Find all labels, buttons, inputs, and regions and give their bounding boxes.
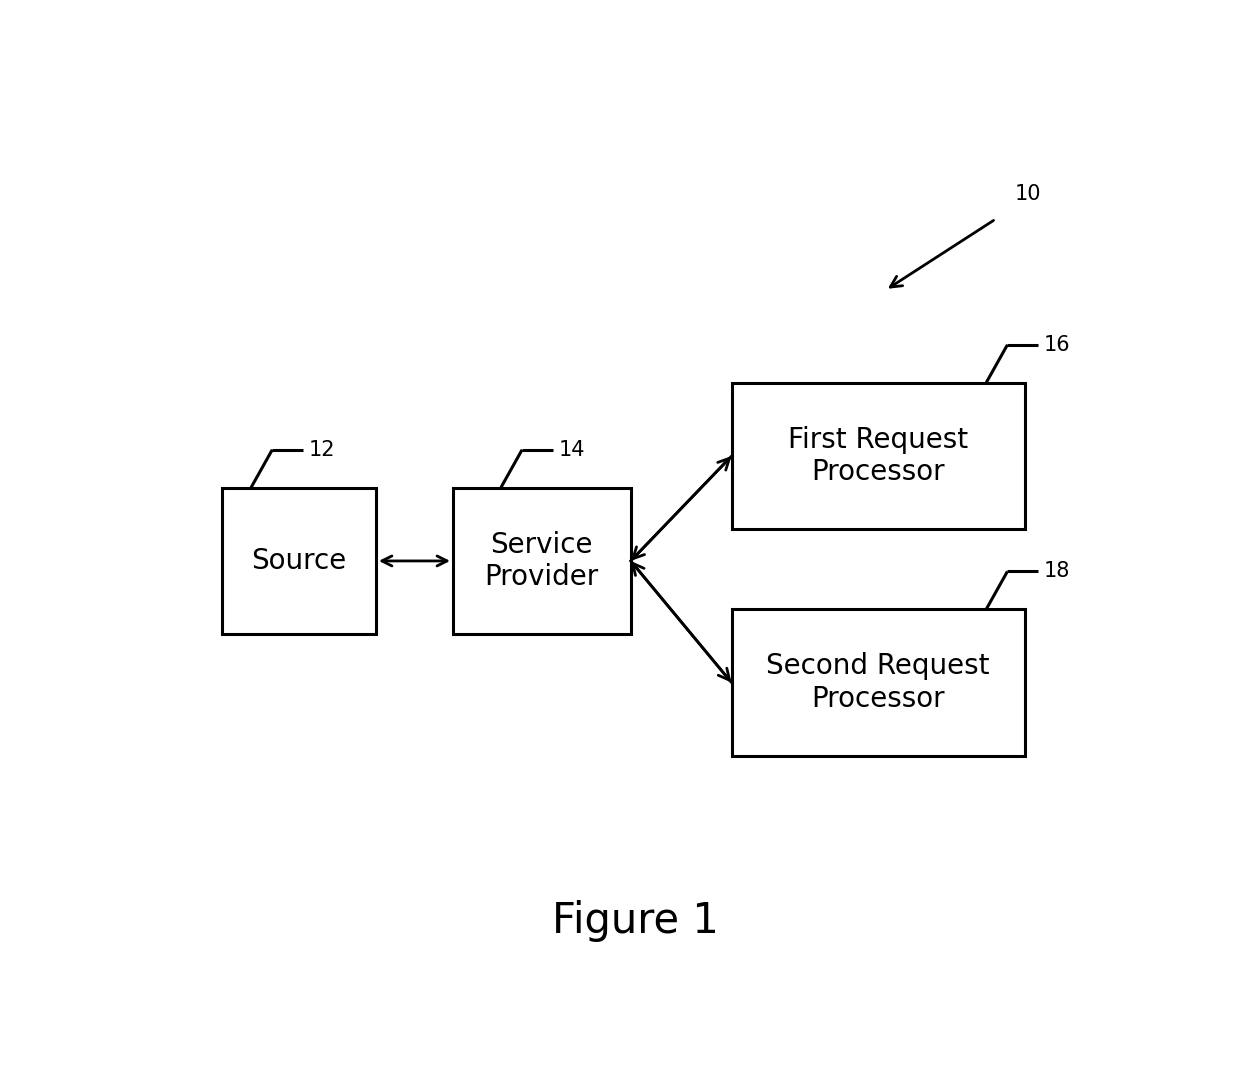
Bar [222,487,376,634]
Text: 14: 14 [559,439,585,460]
Bar [453,487,631,634]
Text: 18: 18 [1044,561,1070,581]
Text: 16: 16 [1044,335,1070,355]
Text: Second Request
Processor: Second Request Processor [766,653,990,713]
Text: Figure 1: Figure 1 [552,900,719,943]
Bar [732,609,1024,756]
Text: First Request
Processor: First Request Processor [789,426,968,486]
Text: Source: Source [252,547,347,574]
Text: Service
Provider: Service Provider [485,531,599,591]
Bar [732,383,1024,530]
Text: 12: 12 [309,439,335,460]
Text: 10: 10 [1016,184,1042,204]
